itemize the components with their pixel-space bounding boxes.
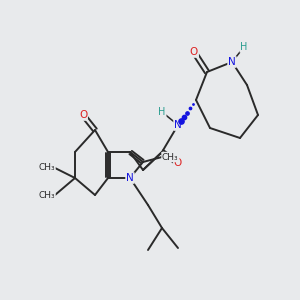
Text: H: H bbox=[158, 107, 166, 117]
Text: CH₃: CH₃ bbox=[38, 190, 55, 200]
Text: N: N bbox=[126, 173, 134, 183]
Text: CH₃: CH₃ bbox=[162, 152, 178, 161]
Text: N: N bbox=[174, 120, 182, 130]
Text: H: H bbox=[240, 42, 248, 52]
Text: CH₃: CH₃ bbox=[38, 164, 55, 172]
Text: O: O bbox=[190, 47, 198, 57]
Text: O: O bbox=[174, 158, 182, 168]
Text: N: N bbox=[228, 57, 236, 67]
Text: O: O bbox=[79, 110, 87, 120]
